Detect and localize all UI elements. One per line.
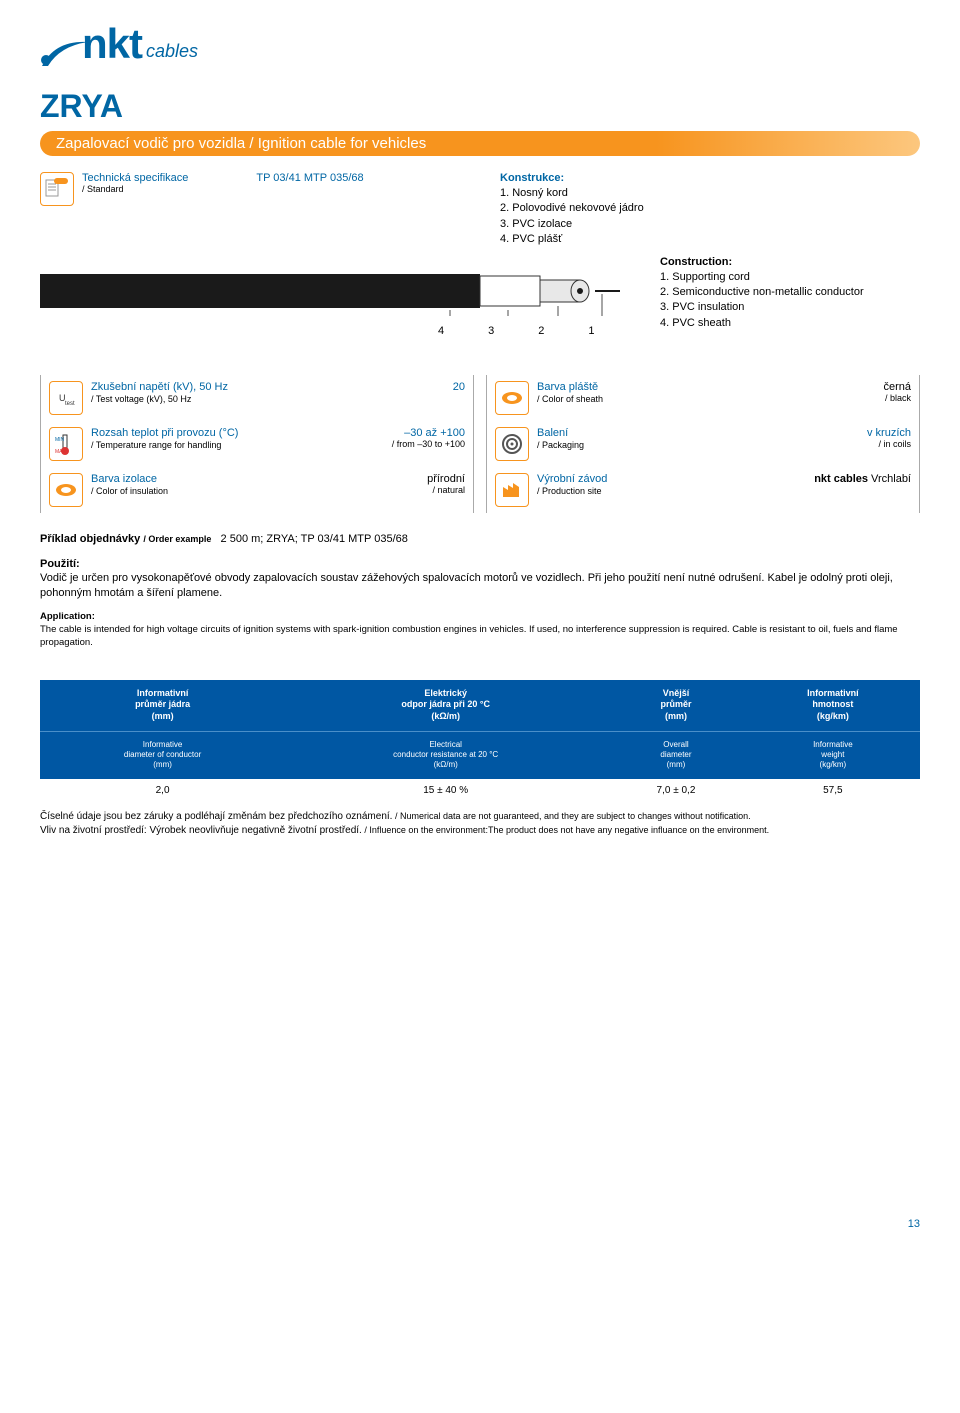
param-value: –30 až +100 [392, 427, 465, 439]
cable-label: 2 [538, 325, 544, 337]
construction-cz-list: 1. Nosný kord 2. Polovodivé nekovové jád… [500, 186, 920, 248]
param-sub: / Temperature range for handling [91, 440, 384, 451]
construction-cz-item: 4. PVC plášť [500, 232, 920, 247]
param-value: černá [883, 381, 911, 393]
page-number: 13 [40, 1218, 920, 1230]
usage-en: Application: The cable is intended for h… [40, 611, 920, 649]
data-table: Informativníprůměr jádra(mm)Elektrickýod… [40, 680, 920, 802]
table-header-en: Overalldiameter(mm) [606, 731, 746, 779]
temp-icon: MIN MAX [49, 427, 83, 461]
usage-en-title: Application: [40, 611, 920, 624]
params-right-col: Barva pláště/ Color of sheath černá/ blac… [486, 375, 920, 513]
param-row: Barva pláště/ Color of sheath černá/ blac… [487, 379, 919, 417]
usage-cz: Použití: Vodič je určen pro vysokonapěťo… [40, 557, 920, 602]
table-cell: 57,5 [746, 779, 920, 802]
spec-sub: / Standard [82, 184, 188, 194]
param-title: Barva izolace [91, 473, 419, 486]
construction-en-item: 2. Semiconductive non-metallic conductor [660, 285, 920, 300]
param-row: Barva izolace/ Color of insulation přírod… [41, 471, 473, 509]
param-value-sub: / from –30 to +100 [392, 439, 465, 449]
param-sub: / Color of insulation [91, 486, 419, 497]
usage-cz-text: Vodič je určen pro vysokonapěťové obvody… [40, 571, 920, 601]
table-header-en: Informativeweight(kg/km) [746, 731, 920, 779]
param-value: v kruzích [867, 427, 911, 439]
svg-text:test: test [65, 401, 75, 407]
logo-brand: nkt [82, 20, 142, 68]
color-icon [49, 473, 83, 507]
table-cell: 15 ± 40 % [285, 779, 606, 802]
construction-cz-heading: Konstrukce: [500, 172, 920, 184]
spec-block: Technická specifikace / Standard TP 03/4… [40, 172, 460, 248]
cable-diagram: 4 3 2 1 [40, 266, 620, 337]
logo: nkt cables [40, 20, 920, 68]
construction-cz-item: 1. Nosný kord [500, 186, 920, 201]
document-icon [44, 176, 70, 202]
footnote-1-en: / Numerical data are not guaranteed, and… [395, 811, 751, 821]
table-header-en: Informativediameter of conductor(mm) [40, 731, 285, 779]
table-cell: 2,0 [40, 779, 285, 802]
construction-en-item: 1. Supporting cord [660, 270, 920, 285]
params-left-col: Utest Zkušební napětí (kV), 50 Hz/ Test v… [40, 375, 474, 513]
footnote-1-cz: Číselné údaje jsou bez záruky a podléhaj… [40, 811, 392, 822]
table-header-cz: Elektrickýodpor jádra při 20 °C(kΩ/m) [285, 680, 606, 732]
footnote-2-en: / Influence on the environment:The produ… [364, 825, 769, 835]
table-header-cz: Informativníprůměr jádra(mm) [40, 680, 285, 732]
cable-label: 3 [488, 325, 494, 337]
construction-cz-item: 3. PVC izolace [500, 217, 920, 232]
spec-label: Technická specifikace [82, 172, 188, 184]
spec-icon [40, 172, 74, 206]
param-value-sub: / natural [427, 485, 465, 495]
construction-en-heading: Construction: [660, 256, 920, 268]
svg-text:MAX: MAX [55, 449, 67, 455]
construction-en-item: 4. PVC sheath [660, 316, 920, 331]
cable-label: 4 [438, 325, 444, 337]
example-value: 2 500 m; ZRYA; TP 03/41 MTP 035/68 [221, 533, 408, 545]
param-title: Zkušební napětí (kV), 50 Hz [91, 381, 445, 394]
param-row: Balení/ Packaging v kruzích/ in coils [487, 425, 919, 463]
param-sub: / Production site [537, 486, 806, 497]
order-example: Příklad objednávky / Order example 2 500… [40, 533, 920, 545]
parameters-grid: Utest Zkušební napětí (kV), 50 Hz/ Test v… [40, 375, 920, 513]
param-title: Barva pláště [537, 381, 875, 394]
usage-cz-title: Použití: [40, 557, 920, 572]
table-header-en: Electricalconductor resistance at 20 °C(… [285, 731, 606, 779]
param-sub: / Packaging [537, 440, 859, 451]
table-cell: 7,0 ± 0,2 [606, 779, 746, 802]
param-value: přírodní [427, 473, 465, 485]
product-title: ZRYA [40, 88, 920, 125]
param-sub: / Color of sheath [537, 394, 875, 405]
utest-icon: Utest [49, 381, 83, 415]
footnote: Číselné údaje jsou bez záruky a podléhaj… [40, 810, 920, 838]
construction-en-item: 3. PVC insulation [660, 300, 920, 315]
param-row: MIN MAX Rozsah teplot při provozu (°C)/ Te… [41, 425, 473, 463]
logo-sub: cables [146, 41, 198, 62]
param-row: Výrobní závod/ Production site nkt cables… [487, 471, 919, 509]
usage-en-text: The cable is intended for high voltage c… [40, 624, 920, 650]
factory-icon [495, 473, 529, 507]
table-header-cz: Informativníhmotnost(kg/km) [746, 680, 920, 732]
param-value-sub: / black [883, 393, 911, 403]
construction-en-list: 1. Supporting cord 2. Semiconductive non… [660, 270, 920, 332]
footnote-2-cz: Vliv na životní prostředí: Výrobek neovl… [40, 825, 362, 836]
param-title: Balení [537, 427, 859, 440]
subtitle-text: Zapalovací vodič pro vozidla / Ignition … [56, 135, 904, 152]
param-sub: / Test voltage (kV), 50 Hz [91, 394, 445, 405]
param-title: Rozsah teplot při provozu (°C) [91, 427, 384, 440]
param-value: nkt cables Vrchlabí [814, 473, 911, 485]
pack-icon [495, 427, 529, 461]
param-row: Utest Zkušební napětí (kV), 50 Hz/ Test v… [41, 379, 473, 417]
param-value-sub: / in coils [867, 439, 911, 449]
cable-label: 1 [588, 325, 594, 337]
subtitle-bar: Zapalovací vodič pro vozidla / Ignition … [40, 131, 920, 156]
color-icon [495, 381, 529, 415]
spec-value: TP 03/41 MTP 035/68 [256, 172, 363, 184]
example-sub: / Order example [143, 534, 211, 544]
svg-text:MIN: MIN [55, 437, 65, 443]
table-header-cz: Vnějšíprůměr(mm) [606, 680, 746, 732]
param-title: Výrobní závod [537, 473, 806, 486]
param-value: 20 [453, 381, 465, 393]
example-label: Příklad objednávky [40, 533, 140, 545]
construction-cz-item: 2. Polovodivé nekovové jádro [500, 201, 920, 216]
